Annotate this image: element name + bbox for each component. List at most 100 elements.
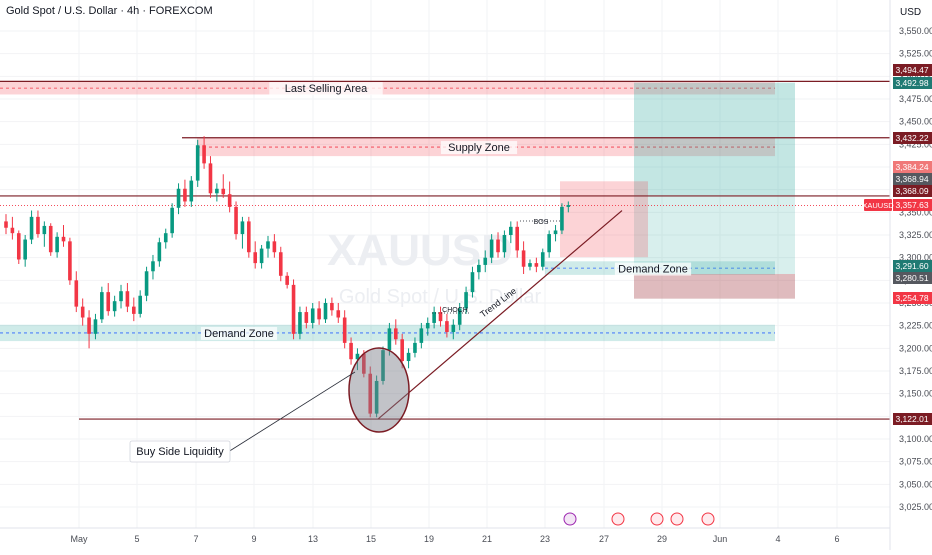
price-tag [893, 77, 932, 89]
watermark: XAUUSD Gold Spot / U.S. Dollar [327, 226, 541, 308]
candle-body [330, 303, 334, 311]
candle-body [477, 264, 481, 273]
candle-body [61, 236, 66, 242]
price-tag-label: 3,492.98 [895, 78, 928, 88]
candle-body [521, 250, 526, 267]
zone-band [0, 324, 775, 342]
price-tag [893, 292, 932, 304]
event-flag-icon[interactable] [650, 512, 664, 526]
candle-body [23, 239, 27, 260]
event-flag-icon[interactable] [670, 512, 684, 526]
x-tick-label: 7 [193, 534, 198, 544]
event-lightning-icon[interactable] [563, 512, 577, 526]
zone-label: Supply Zone [448, 142, 510, 154]
x-tick-label: 6 [834, 534, 839, 544]
candle-body [48, 225, 53, 253]
x-tick-label: 15 [366, 534, 376, 544]
event-flag-icon[interactable] [701, 512, 715, 526]
candle-body [419, 328, 424, 343]
zone-label: Demand Zone [618, 264, 688, 276]
y-tick-label: 3,325.00 [899, 230, 932, 240]
candle-body [183, 188, 187, 202]
candle-body [125, 291, 130, 307]
price-tag [893, 173, 932, 185]
candle-body [189, 180, 194, 202]
x-tick-label: 29 [657, 534, 667, 544]
x-tick-label: 13 [308, 534, 318, 544]
bos-label: BOS [534, 219, 549, 226]
price-tag-label: 3,291.60 [895, 261, 928, 271]
candle-body [540, 252, 545, 267]
candle-body [4, 221, 8, 228]
y-tick-label: 3,500.00 [899, 71, 932, 81]
price-tag-label: 3,384.24 [895, 162, 928, 172]
y-tick-label: 3,025.00 [899, 502, 932, 512]
x-tick-label: 19 [424, 534, 434, 544]
candle-body [16, 233, 21, 260]
candle-body [170, 207, 174, 234]
candle-body [93, 319, 98, 334]
candle-body [55, 236, 59, 253]
candle-body [432, 312, 436, 323]
y-tick-label: 3,425.00 [899, 139, 932, 149]
price-tag [893, 272, 932, 284]
position-layer [0, 80, 890, 420]
candle-body [528, 263, 532, 267]
candle-body [29, 216, 34, 240]
event-flag-icon[interactable] [611, 512, 625, 526]
trend-line [377, 210, 623, 420]
price-tag-label: 3,432.22 [895, 133, 928, 143]
price-tag-label: 3,280.51 [895, 273, 928, 283]
candle-body [163, 233, 168, 243]
x-tick-label: 5 [134, 534, 139, 544]
y-tick-label: 3,100.00 [899, 434, 932, 444]
y-tick-label: 3,475.00 [899, 94, 932, 104]
candle-body [425, 322, 430, 329]
candle-body [553, 230, 558, 235]
candle-body [100, 292, 104, 320]
price-tag-label: 3,122.01 [895, 414, 928, 424]
x-tick-label: 9 [251, 534, 256, 544]
candle-body [215, 188, 219, 194]
candle-body [272, 241, 277, 253]
position-target-area [634, 82, 795, 196]
candle-body [106, 292, 111, 312]
candle-body [132, 306, 136, 314]
price-tag-label: 3,368.09 [895, 186, 928, 196]
candle-body [406, 352, 411, 362]
chart-title: Gold Spot / U.S. Dollar · 4h · FOREXCOM [6, 5, 213, 17]
x-tick-label: 27 [599, 534, 609, 544]
price-tag [893, 413, 932, 425]
candle-body [176, 188, 181, 208]
candle-body [362, 353, 366, 374]
candle-body [534, 263, 539, 267]
candle-body [445, 321, 449, 333]
candle-body [451, 324, 456, 333]
candle-body [342, 317, 347, 343]
candle-body [278, 252, 283, 276]
candle-body [298, 312, 302, 334]
candle-body [387, 328, 392, 351]
price-tag-label: 3,368.94 [895, 174, 928, 184]
candle-body [400, 339, 404, 362]
y-tick-label: 3,450.00 [899, 117, 932, 127]
callout-box [129, 440, 231, 463]
symbol-tag [864, 199, 892, 211]
price-tag [893, 260, 932, 272]
candle-body [483, 257, 488, 265]
candle-body [119, 291, 123, 302]
candle-body [464, 292, 468, 309]
price-tag [893, 199, 932, 211]
y-tick-label: 3,525.00 [899, 49, 932, 59]
candle-body [266, 241, 270, 249]
symbol-tag-label: XAUUSD [862, 201, 894, 210]
price-tag [893, 64, 932, 76]
watermark-name: Gold Spot / U.S. Dollar [339, 286, 542, 308]
candle-body [489, 239, 494, 258]
y-tick-label: 3,150.00 [899, 389, 932, 399]
position-stop-area [634, 273, 795, 299]
x-tick-label: 23 [540, 534, 550, 544]
grid-layer [0, 0, 890, 528]
